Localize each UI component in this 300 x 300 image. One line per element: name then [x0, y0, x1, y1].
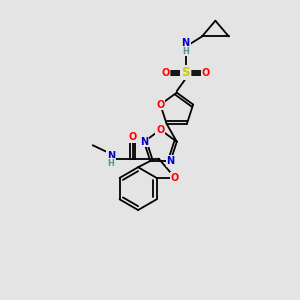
Text: N: N — [107, 151, 115, 160]
Text: O: O — [161, 68, 169, 78]
Text: N: N — [140, 137, 148, 147]
Text: N: N — [167, 156, 175, 166]
Text: O: O — [128, 132, 137, 142]
Text: N: N — [182, 38, 190, 48]
Text: O: O — [156, 100, 164, 110]
Text: O: O — [202, 68, 210, 78]
Text: H: H — [182, 46, 189, 56]
Text: O: O — [156, 125, 164, 135]
Text: S: S — [182, 66, 190, 79]
Text: H: H — [108, 159, 115, 168]
Text: O: O — [171, 173, 179, 183]
